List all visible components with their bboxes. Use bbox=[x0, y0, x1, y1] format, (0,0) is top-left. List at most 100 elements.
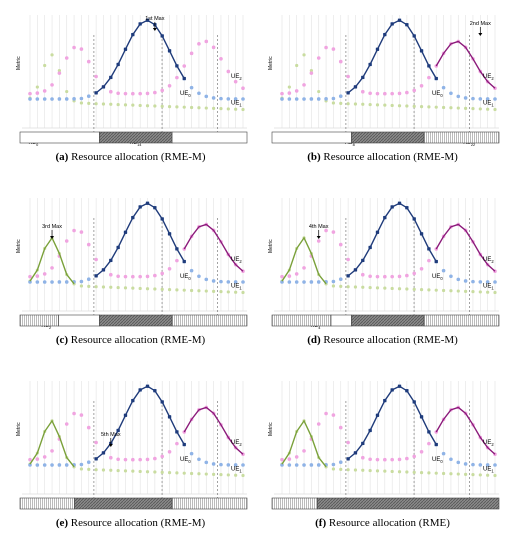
ue2-point bbox=[412, 88, 417, 93]
ue1-selected-line bbox=[281, 236, 327, 285]
ue1-point bbox=[182, 105, 186, 109]
metric-axis-label: Metric bbox=[16, 239, 22, 253]
allocation-segment bbox=[171, 131, 248, 144]
ue2-selected-line bbox=[435, 406, 496, 455]
ue1-point bbox=[145, 104, 150, 108]
ue1-point bbox=[419, 288, 424, 292]
ue0-selected-point bbox=[153, 206, 157, 210]
ue2-point bbox=[338, 59, 343, 64]
ue0-point bbox=[478, 463, 483, 467]
ue0-point bbox=[241, 97, 245, 101]
ue0-selected-point bbox=[427, 64, 431, 68]
ue2-point bbox=[412, 454, 417, 459]
ue1-point bbox=[197, 106, 201, 110]
allocation-segment bbox=[271, 314, 332, 327]
ue0-point bbox=[204, 277, 209, 282]
ue1-point bbox=[153, 104, 157, 108]
allocation-segment bbox=[171, 314, 248, 327]
ue0-selected-point bbox=[353, 268, 358, 272]
ue0-selected-point bbox=[361, 75, 365, 80]
ue0-selected-point bbox=[145, 384, 150, 388]
ue1-point bbox=[368, 285, 372, 290]
ue2-point bbox=[153, 456, 157, 461]
ue0-selected-point bbox=[419, 49, 424, 53]
ue0-point bbox=[294, 97, 299, 101]
ue1-point bbox=[397, 470, 402, 474]
ue1-point bbox=[339, 467, 343, 472]
ue1-point bbox=[397, 287, 402, 291]
ue2-point bbox=[145, 274, 150, 279]
ue2-point bbox=[94, 257, 98, 262]
ue0-selected-point bbox=[419, 232, 424, 236]
ue1-point bbox=[390, 469, 394, 474]
ue1-point bbox=[79, 467, 84, 471]
ue1-point bbox=[302, 53, 306, 57]
ue1-point bbox=[212, 106, 216, 110]
ue1-point bbox=[123, 103, 128, 107]
ue1-point bbox=[346, 285, 350, 289]
ue0-selected-point bbox=[397, 384, 402, 388]
ue2-point bbox=[131, 457, 135, 462]
ue2-point bbox=[123, 457, 128, 462]
ue1-point bbox=[189, 105, 194, 110]
ue2-point bbox=[28, 457, 32, 462]
ue2-point bbox=[397, 457, 402, 462]
ue0-selected-point bbox=[397, 201, 402, 205]
ue0-point bbox=[493, 280, 497, 284]
ue1-point bbox=[419, 105, 424, 109]
allocation-segment bbox=[351, 314, 425, 327]
allocation-segment bbox=[19, 497, 75, 510]
ue0-point bbox=[493, 463, 497, 467]
ue1-point bbox=[109, 102, 113, 106]
ue0-selected-point bbox=[375, 230, 380, 234]
ue1-point bbox=[434, 105, 438, 109]
ue2-point bbox=[368, 457, 372, 462]
ue0-selected-point bbox=[368, 428, 372, 433]
ue2-point bbox=[50, 449, 54, 453]
ue1-point bbox=[397, 104, 402, 108]
ue2-point bbox=[360, 272, 365, 277]
ue1-point bbox=[234, 290, 238, 294]
ue0-point bbox=[42, 463, 47, 467]
ue0-selected-point bbox=[109, 75, 113, 80]
ue0-selected-point bbox=[131, 32, 135, 37]
ue0-selected-point bbox=[175, 247, 179, 251]
ue0-point bbox=[449, 91, 453, 96]
ue0-point bbox=[42, 280, 47, 284]
ue0-point bbox=[485, 97, 490, 101]
ue1-point bbox=[212, 472, 216, 476]
ue0-selected-point bbox=[109, 258, 113, 263]
allocation-segment bbox=[19, 314, 59, 327]
ue0-selected-point bbox=[368, 62, 372, 67]
ue1-point bbox=[493, 290, 497, 295]
ue2-point bbox=[86, 242, 91, 247]
ue2-label: UE2 bbox=[483, 74, 494, 81]
ue0-point bbox=[86, 460, 91, 465]
ue0-point bbox=[204, 460, 209, 465]
ue2-point bbox=[138, 274, 142, 279]
ue1-label: UE1 bbox=[231, 283, 242, 290]
allocation-segment bbox=[271, 497, 318, 510]
ue1-label: UE1 bbox=[231, 466, 242, 473]
ue1-point bbox=[368, 468, 372, 473]
ue0-point bbox=[287, 463, 292, 467]
ue0-point bbox=[294, 280, 299, 284]
ue2-point bbox=[28, 274, 32, 279]
ue1-point bbox=[123, 469, 128, 473]
ue2-point bbox=[79, 47, 84, 51]
ue2-point bbox=[368, 274, 372, 279]
ue0-selected-point bbox=[138, 22, 142, 26]
ue2-point bbox=[360, 89, 365, 94]
ue1-point bbox=[486, 107, 490, 111]
ue2-point bbox=[175, 75, 179, 80]
allocation-segment bbox=[330, 314, 352, 327]
ue1-point bbox=[153, 287, 157, 291]
ue0-point bbox=[316, 97, 321, 101]
ue2-point bbox=[375, 91, 380, 96]
ue1-label: UE1 bbox=[231, 100, 242, 107]
ue0-point bbox=[456, 277, 461, 282]
ue0-point bbox=[35, 280, 40, 284]
ue2-point bbox=[427, 75, 431, 80]
ue1-point bbox=[346, 468, 350, 472]
ue2-point bbox=[302, 449, 306, 453]
